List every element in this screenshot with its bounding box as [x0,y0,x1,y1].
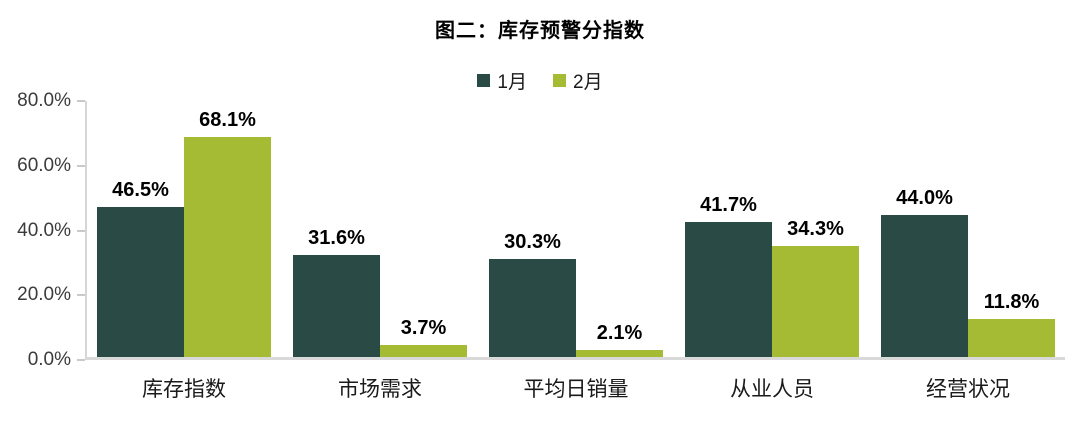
bar-column-series-1: 68.1% [184,101,271,357]
bar-series-0 [293,254,380,357]
bar-column-series-1: 3.7% [380,101,467,357]
y-axis-tick-mark [77,164,85,167]
x-axis-category-label: 库存指数 [142,378,226,401]
bar-column-series-0: 30.3% [489,101,576,357]
y-axis-tick-mark [77,100,85,102]
bar-group: 41.7% 34.3% 从业人员 [685,101,859,401]
chart-legend: 1月 2月 [0,67,1080,94]
plot-area: 46.5% 68.1% 库存指数 31.6% 3.7% 市场需求 30.3% 2.1% 平均日销… [85,101,1065,401]
x-axis-category-label: 平均日销量 [523,378,629,401]
y-axis-tick-label: 80.0% [17,90,71,111]
bar-series-0 [97,206,184,357]
bar-group: 30.3% 2.1% 平均日销量 [489,101,663,401]
chart-title: 图二：库存预警分指数 [435,20,645,42]
legend-label: 1月 [497,72,527,93]
bar-value-label: 30.3% [504,230,561,253]
bar-column-series-0: 41.7% [685,101,772,357]
bar-column-series-1: 2.1% [576,101,663,357]
bar-series-0 [685,222,772,357]
y-axis-tick-mark [77,294,85,297]
bar-column-series-1: 11.8% [968,101,1055,357]
bar-series-0 [881,214,968,357]
bar-value-label: 46.5% [112,178,169,201]
bar-series-1 [184,136,271,357]
legend-item-series-1: 2月 [553,67,603,94]
bar-value-label: 68.1% [199,108,256,131]
y-axis-tick-mark [77,229,85,232]
bar-group: 44.0% 11.8% 经营状况 [881,101,1055,401]
bar-value-label: 41.7% [700,194,757,216]
bar-column-series-0: 46.5% [97,101,184,357]
y-axis-tick-label: 20.0% [17,284,71,306]
bar-group: 31.6% 3.7% 市场需求 [293,101,467,401]
bar-series-0 [489,258,576,357]
bar-value-label: 34.3% [787,218,844,240]
bar-column-series-0: 44.0% [881,101,968,357]
legend-item-series-0: 1月 [477,67,527,94]
bar-column-series-1: 34.3% [772,101,859,357]
bar-series-1 [576,350,663,357]
legend-swatch-icon [553,74,566,87]
y-axis: 80.0% 60.0% 40.0% 20.0% 0.0% [0,90,85,370]
bar-value-label: 31.6% [308,226,365,249]
bar-value-label: 44.0% [896,186,953,209]
bar-series-1 [380,345,467,357]
bar-series-1 [772,246,859,357]
bar-series-1 [968,318,1055,357]
y-axis-tick-label: 40.0% [17,219,71,241]
x-axis-category-label: 从业人员 [730,378,814,401]
y-axis-tick-label: 60.0% [17,154,71,176]
x-axis-category-label: 市场需求 [338,378,422,401]
legend-label: 2月 [573,72,603,93]
bar-group: 46.5% 68.1% 库存指数 [97,101,271,401]
legend-swatch-icon [477,74,491,87]
y-axis-tick-label: 0.0% [27,349,71,370]
bar-column-series-0: 31.6% [293,101,380,357]
bar-value-label: 11.8% [983,290,1040,313]
chart-body: 80.0% 60.0% 40.0% 20.0% 0.0% 46.5% 68.1% 库存指数 3… [0,90,1080,401]
bar-value-label: 2.1% [596,322,643,345]
y-axis-tick-mark [77,359,85,361]
bar-value-label: 3.7% [400,317,447,339]
x-axis-category-label: 经营状况 [926,378,1010,401]
